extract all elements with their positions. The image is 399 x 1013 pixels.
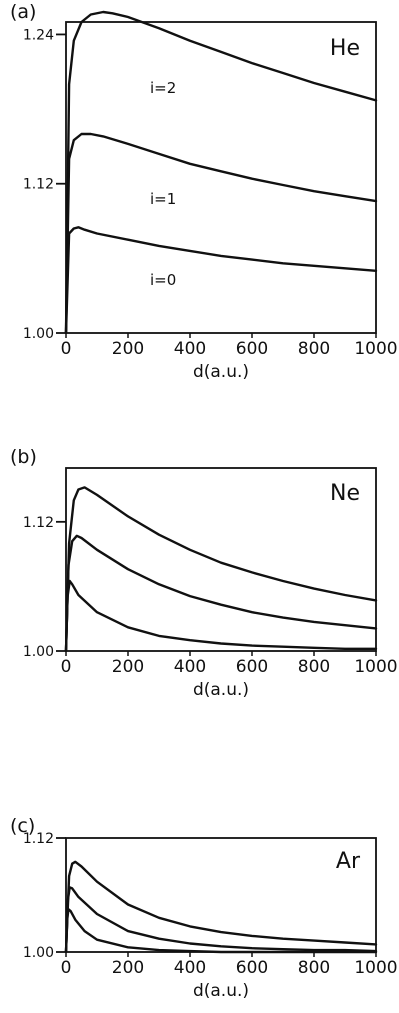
y-tick-label: 1.12	[23, 515, 54, 531]
x-tick-label: 0	[61, 657, 72, 677]
x-tick-label: 600	[236, 958, 268, 978]
series-line-i-1	[64, 534, 378, 653]
element-label: He	[330, 36, 360, 61]
series-line-i-0	[64, 908, 378, 954]
x-axis-label: d(a.u.)	[193, 981, 249, 1001]
series-line-i-2	[64, 486, 378, 653]
chart-panel-1: 1.00 1.12 1.24 0 200 400 600 800 1000 d(a.u.) (a) H…	[10, 1, 398, 382]
x-axis-label: d(a.u.)	[193, 680, 249, 700]
curve-label: i=0	[150, 271, 176, 289]
y-tick-label: 1.24	[23, 27, 54, 43]
series-line-i-2	[64, 860, 378, 954]
panel-label: (b)	[10, 446, 37, 468]
y-tick-label: 1.00	[23, 945, 54, 961]
y-tick-label: 1.12	[23, 831, 54, 847]
element-label: Ne	[330, 481, 360, 506]
x-tick-label: 1000	[354, 339, 397, 359]
y-tick-label: 1.00	[23, 644, 54, 660]
series-line-i-0	[64, 579, 378, 653]
element-label: Ar	[336, 849, 361, 874]
x-tick-label: 200	[112, 958, 144, 978]
x-tick-label: 0	[61, 339, 72, 359]
chart-panel-3: 1.00 1.12 0 200 400 600 800 1000 d(a.u.) (c) Ar	[10, 815, 398, 1001]
series-line-i-1	[64, 886, 378, 954]
x-tick-label: 200	[112, 657, 144, 677]
curve-label: i=2	[150, 79, 176, 97]
curve-label: i=1	[150, 190, 176, 208]
series-line-i-2	[64, 10, 378, 335]
plot-frame	[65, 467, 377, 652]
x-tick-label: 1000	[354, 958, 397, 978]
plot-frame	[65, 837, 377, 953]
x-tick-label: 800	[298, 339, 330, 359]
x-tick-label: 400	[174, 657, 206, 677]
y-tick-label: 1.12	[23, 177, 54, 193]
panel-label: (a)	[10, 1, 36, 23]
panel-label: (c)	[10, 815, 35, 837]
y-tick-label: 1.00	[23, 326, 54, 342]
x-tick-label: 600	[236, 657, 268, 677]
x-tick-label: 600	[236, 339, 268, 359]
series-line-i-1	[64, 132, 378, 335]
chart-panel-2: 1.00 1.12 0 200 400 600 800 1000 d(a.u.) (b) Ne	[10, 446, 398, 700]
x-axis-label: d(a.u.)	[193, 362, 249, 382]
x-tick-label: 200	[112, 339, 144, 359]
x-tick-label: 400	[174, 339, 206, 359]
x-tick-label: 0	[61, 958, 72, 978]
x-tick-label: 1000	[354, 657, 397, 677]
x-tick-label: 800	[298, 657, 330, 677]
x-tick-label: 800	[298, 958, 330, 978]
plot-frame	[65, 21, 377, 334]
series-line-i-0	[64, 226, 378, 335]
x-tick-label: 400	[174, 958, 206, 978]
